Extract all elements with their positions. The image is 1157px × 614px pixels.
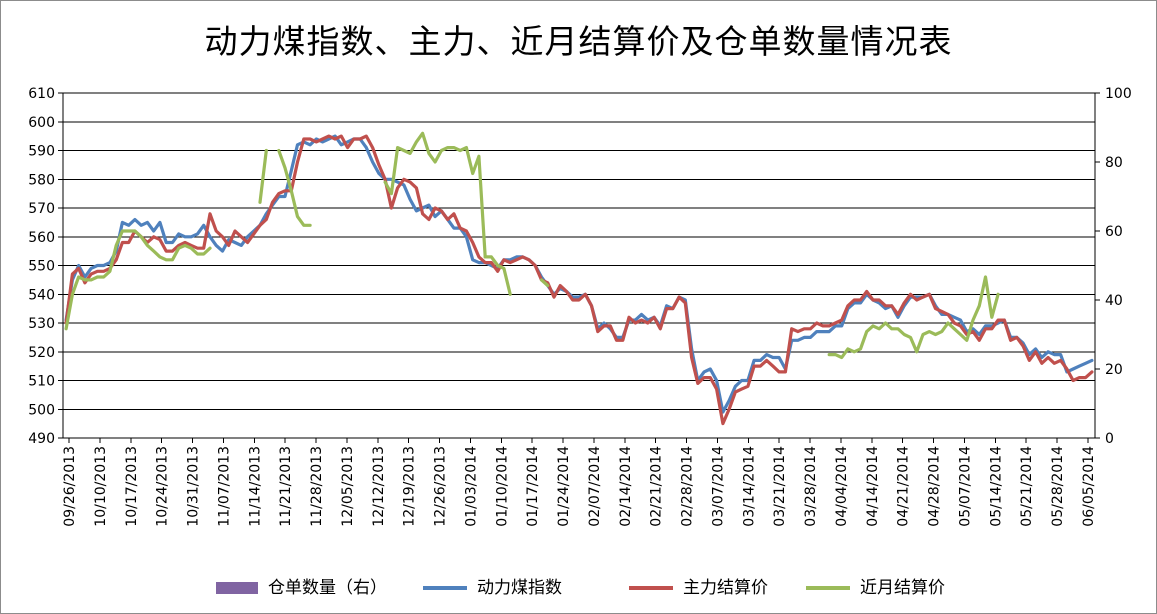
legend-swatch <box>806 586 850 590</box>
x-tick-label: 01/17/2014 <box>525 446 541 527</box>
legend-item: 仓单数量（右） <box>216 573 387 598</box>
y-right-tick-label: 40 <box>1105 293 1123 309</box>
chart-title: 动力煤指数、主力、近月结算价及仓单数量情况表 <box>204 22 953 61</box>
x-tick-label: 10/17/2013 <box>124 446 140 527</box>
legend-item: 主力结算价 <box>629 573 768 598</box>
legend-swatch <box>629 586 673 590</box>
x-tick-label: 11/28/2013 <box>309 446 325 527</box>
legend-swatch <box>423 586 467 590</box>
series-line-近月结算价-segment-4 <box>483 255 512 296</box>
y-left-tick-label: 610 <box>28 86 55 102</box>
legend-label: 动力煤指数 <box>477 578 562 598</box>
series-line-近月结算价-segment-2 <box>277 148 312 227</box>
series-line-主力结算价 <box>64 134 1094 426</box>
y-right-tick-label: 80 <box>1105 155 1123 171</box>
x-tick-label: 09/26/2013 <box>62 446 78 527</box>
x-tick-label: 10/24/2013 <box>155 446 171 527</box>
legend: 仓单数量（右） 动力煤指数 主力结算价 近月结算价 <box>1 569 1156 599</box>
x-tick-label: 01/03/2014 <box>463 446 479 527</box>
y-right-tick-label: 0 <box>1105 431 1114 447</box>
y-left-tick-label: 560 <box>28 230 55 246</box>
x-tick-label: 12/12/2013 <box>371 446 387 527</box>
y-left-tick-label: 540 <box>28 287 55 303</box>
series-line-动力煤指数 <box>64 134 1094 414</box>
x-tick-label: 02/28/2014 <box>680 446 696 527</box>
x-tick-label: 06/05/2014 <box>1081 446 1097 527</box>
x-tick-label: 02/14/2014 <box>618 446 634 527</box>
y-left-tick-label: 530 <box>28 316 55 332</box>
x-tick-label: 11/14/2013 <box>247 446 263 527</box>
x-tick-label: 10/10/2013 <box>93 446 109 527</box>
x-tick-label: 03/28/2014 <box>803 446 819 527</box>
y-left-tick-label: 490 <box>28 431 55 447</box>
series-line-近月结算价-segment-1 <box>258 148 268 204</box>
x-tick-label: 05/14/2014 <box>988 446 1004 527</box>
x-tick-label: 03/07/2014 <box>710 446 726 527</box>
x-tick-label: 11/07/2013 <box>216 446 232 527</box>
y-right-tick-label: 20 <box>1105 362 1123 378</box>
series-line-近月结算价-segment-6 <box>827 275 1000 360</box>
x-tick-label: 01/24/2014 <box>556 446 572 527</box>
series-line-近月结算价-segment-0 <box>64 229 212 331</box>
legend-label: 近月结算价 <box>860 578 945 598</box>
y-left-tick-label: 500 <box>28 402 55 418</box>
x-tick-label: 10/31/2013 <box>186 446 202 527</box>
x-tick-label: 05/21/2014 <box>1019 446 1035 527</box>
y-left-tick-label: 600 <box>28 115 55 131</box>
y-left-tick-label: 510 <box>28 374 55 390</box>
x-tick-label: 03/14/2014 <box>741 446 757 527</box>
y-right-tick-label: 60 <box>1105 224 1123 240</box>
x-tick-label: 01/10/2014 <box>494 446 510 527</box>
y-left-tick-label: 590 <box>28 144 55 160</box>
series-line-近月结算价-segment-5 <box>539 278 550 288</box>
legend-item: 动力煤指数 <box>423 573 562 598</box>
x-tick-label: 04/28/2014 <box>927 446 943 527</box>
y-left-tick-label: 570 <box>28 201 55 217</box>
x-tick-label: 05/28/2014 <box>1050 446 1066 527</box>
x-tick-label: 12/05/2013 <box>340 446 356 527</box>
y-left-tick-label: 580 <box>28 172 55 188</box>
legend-item: 近月结算价 <box>806 573 945 598</box>
legend-label: 仓单数量（右） <box>268 578 387 598</box>
x-tick-label: 05/07/2014 <box>957 446 973 527</box>
legend-swatch <box>216 582 258 594</box>
x-tick-label: 12/19/2013 <box>402 446 418 527</box>
x-tick-label: 02/07/2014 <box>587 446 603 527</box>
legend-label: 主力结算价 <box>683 578 768 598</box>
x-tick-label: 12/26/2013 <box>433 446 449 527</box>
x-tick-label: 11/21/2013 <box>278 446 294 527</box>
x-tick-label: 02/21/2014 <box>649 446 665 527</box>
y-left-tick-label: 550 <box>28 259 55 275</box>
x-tick-label: 04/04/2014 <box>834 446 850 527</box>
x-tick-label: 04/14/2014 <box>865 446 881 527</box>
y-right-tick-label: 100 <box>1105 86 1132 102</box>
x-tick-label: 04/21/2014 <box>896 446 912 527</box>
y-left-tick-label: 520 <box>28 345 55 361</box>
x-tick-label: 03/21/2014 <box>772 446 788 527</box>
series-line-近月结算价-segment-3 <box>383 131 487 259</box>
